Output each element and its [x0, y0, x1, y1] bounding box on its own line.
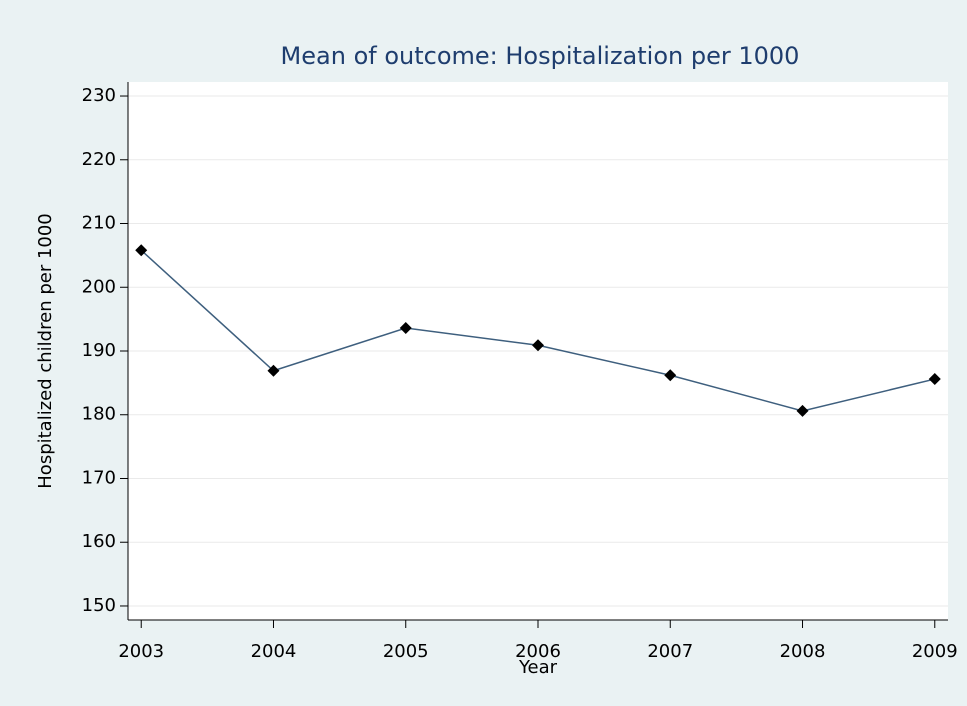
- x-tick-label: 2008: [780, 641, 826, 662]
- marker: [267, 364, 280, 377]
- marker: [135, 244, 148, 257]
- y-tick-label: 160: [82, 531, 116, 552]
- x-tick-label: 2009: [912, 641, 958, 662]
- marker: [796, 404, 809, 417]
- y-tick-label: 200: [82, 276, 116, 297]
- y-tick-label: 170: [82, 467, 116, 488]
- y-tick-label: 220: [82, 149, 116, 170]
- y-tick-label: 190: [82, 340, 116, 361]
- x-tick-label: 2004: [251, 641, 297, 662]
- x-tick-label: 2005: [383, 641, 429, 662]
- x-axis-label: Year: [518, 657, 558, 678]
- marker: [664, 369, 677, 382]
- chart-title: Mean of outcome: Hospitalization per 100…: [281, 42, 800, 70]
- y-tick-label: 210: [82, 213, 116, 234]
- marker: [399, 322, 412, 335]
- x-tick-label: 2007: [647, 641, 693, 662]
- x-tick-label: 2003: [118, 641, 164, 662]
- x-tick-label: 2006: [515, 641, 561, 662]
- y-tick-label: 230: [82, 85, 116, 106]
- marker: [532, 339, 544, 352]
- y-axis-label: Hospitalized children per 1000: [35, 213, 56, 488]
- marker: [928, 373, 941, 386]
- y-tick-label: 180: [82, 404, 116, 425]
- y-tick-label: 150: [82, 595, 116, 616]
